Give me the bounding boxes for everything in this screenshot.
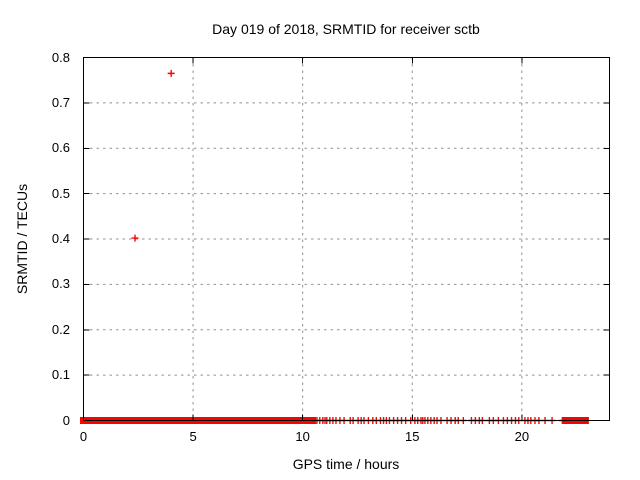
chart-title: Day 019 of 2018, SRMTID for receiver sct… <box>212 21 480 37</box>
y-tick-label: 0.1 <box>51 367 70 383</box>
x-tick-label: 20 <box>514 429 530 444</box>
y-tick-label: 0 <box>62 412 70 428</box>
y-tick-label: 0.7 <box>51 94 70 110</box>
x-tick-label: 0 <box>79 429 88 444</box>
x-tick-label: 15 <box>405 429 420 444</box>
y-tick-label: 0.4 <box>51 231 70 246</box>
data-point-marker <box>131 234 139 242</box>
data-point-marker <box>167 69 175 77</box>
x-axis-label: GPS time / hours <box>292 456 400 472</box>
y-tick-label: 0.5 <box>51 185 70 201</box>
x-tick-label: 5 <box>189 429 197 444</box>
y-tick-label: 0.6 <box>51 140 70 156</box>
y-tick-label: 0.8 <box>51 49 70 65</box>
y-tick-label: 0.3 <box>51 276 70 292</box>
y-tick-label: 0.2 <box>51 321 70 337</box>
x-tick-label: 10 <box>295 429 310 444</box>
